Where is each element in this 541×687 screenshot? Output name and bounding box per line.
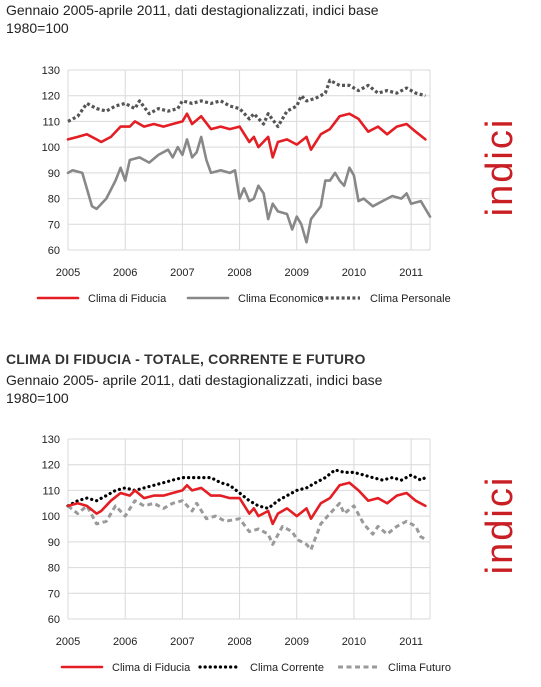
y-tick-label: 130 <box>42 434 60 446</box>
x-tick-label: 2011 <box>399 267 423 279</box>
x-tick-label: 2009 <box>285 267 309 279</box>
series-line-clima-economico <box>66 135 432 244</box>
x-tick-label: 2008 <box>227 267 251 279</box>
x-tick-label: 2010 <box>342 636 366 648</box>
series-line-clima-di-fiducia <box>66 112 427 159</box>
bottom-line-chart: 60 70 80 90 100 110 120 130 2005 2006 2007 2008 2009… <box>42 434 451 674</box>
legend-label: Clima Personale <box>370 293 451 305</box>
y-tick-label: 60 <box>48 614 60 626</box>
series-line-clima-corrente <box>66 468 427 510</box>
y-tick-label: 90 <box>48 168 60 180</box>
legend-label: Clima di Fiducia <box>88 293 167 305</box>
y-tick-label: 60 <box>48 245 60 257</box>
y-tick-label: 100 <box>42 511 60 523</box>
y-tick-label: 80 <box>48 194 60 206</box>
x-tick-label: 2007 <box>170 636 194 648</box>
y-tick-label: 70 <box>48 219 60 231</box>
series-line-clima-futuro <box>67 499 427 552</box>
bottom-subtitle-line1: Gennaio 2005- aprile 2011, dati destagio… <box>6 372 383 388</box>
y-tick-label: 100 <box>42 142 60 154</box>
top-subtitle-line1: Gennaio 2005-aprile 2011, dati destagion… <box>6 2 379 18</box>
y-tick-label: 90 <box>48 537 60 549</box>
bottom-side-label: indici <box>479 475 521 575</box>
legend-label: Clima di Fiducia <box>112 662 191 674</box>
y-tick-label: 80 <box>48 563 60 575</box>
x-tick-label: 2006 <box>113 267 137 279</box>
series-line-clima-personale <box>67 78 426 129</box>
y-tick-label: 120 <box>42 460 60 472</box>
x-tick-label: 2005 <box>56 267 80 279</box>
x-tick-label: 2011 <box>399 636 423 648</box>
y-tick-label: 110 <box>42 116 60 128</box>
x-tick-label: 2008 <box>227 636 251 648</box>
top-subtitle-line2: 1980=100 <box>6 20 69 36</box>
legend-label: Clima Corrente <box>250 662 324 674</box>
bottom-heading: CLIMA DI FIDUCIA - TOTALE, CORRENTE E FU… <box>6 351 366 367</box>
y-tick-label: 70 <box>48 588 60 600</box>
x-tick-label: 2010 <box>342 267 366 279</box>
x-tick-label: 2005 <box>56 636 80 648</box>
top-line-chart: 60 70 80 90 100 110 120 130 2005 2006 2007 2008 2009… <box>36 65 451 305</box>
y-tick-label: 130 <box>42 65 60 77</box>
bottom-subtitle-line2: 1980=100 <box>6 390 69 406</box>
y-tick-label: 110 <box>42 485 60 497</box>
legend-label: Clima Economico <box>238 293 324 305</box>
x-tick-label: 2006 <box>113 636 137 648</box>
x-tick-label: 2009 <box>285 636 309 648</box>
top-side-label: indici <box>479 117 521 217</box>
series-line-clima-di-fiducia <box>66 481 427 526</box>
x-tick-label: 2007 <box>170 267 194 279</box>
y-tick-label: 120 <box>42 91 60 103</box>
legend-label: Clima Futuro <box>388 662 451 674</box>
